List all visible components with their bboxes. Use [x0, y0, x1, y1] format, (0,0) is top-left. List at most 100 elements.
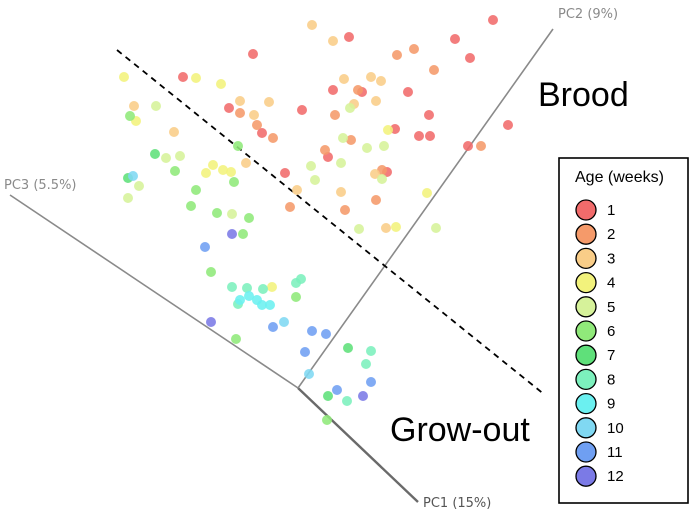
legend-label: 2 — [607, 226, 615, 243]
data-point-age-2 — [235, 108, 245, 118]
data-point-age-3 — [381, 223, 391, 233]
growout-region-label: Grow-out — [390, 411, 530, 449]
data-point-age-3 — [169, 127, 179, 137]
data-point-age-7 — [343, 343, 353, 353]
data-point-age-2 — [340, 205, 350, 215]
data-point-age-5 — [161, 153, 171, 163]
data-point-age-6 — [170, 166, 180, 176]
data-point-age-5 — [306, 161, 316, 171]
data-point-age-3 — [328, 36, 338, 46]
legend-swatch — [575, 271, 597, 294]
data-point-age-1 — [414, 131, 424, 141]
data-point-age-6 — [191, 185, 201, 195]
legend-swatch — [575, 417, 597, 439]
data-point-age-6 — [231, 334, 241, 344]
data-point-age-11 — [332, 385, 342, 395]
data-point-age-12 — [227, 229, 237, 239]
data-point-age-3 — [370, 169, 380, 179]
data-point-age-4 — [422, 188, 432, 198]
data-point-age-4 — [218, 165, 228, 175]
legend-entry: 9 — [575, 392, 615, 415]
data-point-age-5 — [227, 209, 237, 219]
data-point-age-5 — [379, 141, 389, 151]
data-point-age-2 — [409, 44, 419, 54]
data-point-age-1 — [425, 131, 435, 141]
pc1-axis-label: PC1 (15%) — [423, 496, 491, 511]
data-point-age-6 — [238, 229, 248, 239]
data-point-age-6 — [291, 292, 301, 302]
legend-label: 5 — [607, 299, 615, 316]
data-point-age-5 — [431, 223, 441, 233]
legend-label: 4 — [607, 275, 615, 292]
data-point-age-4 — [383, 125, 393, 135]
data-point-age-12 — [358, 391, 368, 401]
data-point-age-11 — [321, 329, 331, 339]
data-point-age-7 — [150, 149, 160, 159]
data-point-age-6 — [186, 201, 196, 211]
data-point-age-1 — [248, 49, 258, 59]
data-point-age-3 — [336, 187, 346, 197]
data-point-age-1 — [424, 110, 434, 120]
data-point-age-6 — [322, 415, 332, 425]
data-point-age-8 — [227, 282, 237, 292]
data-point-age-1 — [328, 85, 338, 95]
legend-label: 11 — [607, 444, 623, 461]
legend-entry: 7 — [575, 344, 615, 366]
data-point-age-11 — [200, 242, 210, 252]
data-point-age-8 — [366, 346, 376, 356]
legend-swatch — [575, 465, 597, 487]
legend-entry: 5 — [575, 296, 615, 318]
data-point-age-2 — [252, 120, 262, 130]
pc2-axis-label: PC2 (9%) — [558, 7, 618, 22]
data-point-age-6 — [125, 111, 135, 121]
data-point-age-2 — [346, 135, 356, 145]
legend-label: 6 — [607, 323, 615, 340]
data-point-age-11 — [307, 326, 317, 336]
data-point-age-3 — [249, 110, 259, 120]
data-point-age-3 — [292, 185, 302, 195]
data-point-age-8 — [296, 274, 306, 284]
legend-swatch — [575, 247, 597, 270]
data-point-age-11 — [300, 347, 310, 357]
legend-swatch — [575, 392, 597, 415]
data-point-age-5 — [336, 158, 346, 168]
data-point-age-4 — [119, 72, 129, 82]
data-point-age-2 — [330, 110, 340, 120]
data-point-age-2 — [371, 195, 381, 205]
data-point-age-2 — [392, 50, 402, 60]
data-point-age-5 — [362, 143, 372, 153]
data-point-age-7 — [323, 391, 333, 401]
data-point-age-3 — [371, 96, 381, 106]
data-point-age-5 — [354, 224, 364, 234]
data-point-age-6 — [212, 208, 222, 218]
data-point-age-12 — [206, 317, 216, 327]
data-point-age-11 — [268, 322, 278, 332]
data-point-age-8 — [342, 396, 352, 406]
data-point-age-8 — [242, 283, 252, 293]
data-point-age-6 — [229, 177, 239, 187]
data-point-age-4 — [191, 73, 201, 83]
data-point-age-1 — [503, 120, 513, 130]
data-point-age-4 — [226, 167, 236, 177]
legend-entry: 6 — [575, 320, 615, 342]
brood-region-label: Brood — [538, 76, 629, 114]
data-point-age-1 — [257, 128, 267, 138]
data-point-age-3 — [241, 158, 251, 168]
data-point-age-2 — [476, 141, 486, 151]
legend-label: 1 — [607, 202, 615, 219]
legend-swatch — [575, 223, 597, 245]
data-point-age-1 — [297, 105, 307, 115]
legend-swatch — [575, 368, 597, 391]
data-point-age-2 — [320, 145, 330, 155]
data-point-age-5 — [310, 175, 320, 185]
pc2-axis-line — [297, 28, 554, 389]
brood-growout-divider — [116, 49, 546, 396]
data-point-age-3 — [264, 97, 274, 107]
axes: PC1 (15%) PC2 (9%) PC3 (5.5%) — [4, 7, 618, 511]
data-point-age-5 — [345, 103, 355, 113]
legend-entry: 2 — [575, 223, 615, 245]
legend-entry: 1 — [575, 199, 615, 221]
legend-swatch — [575, 320, 597, 342]
data-point-age-1 — [224, 103, 234, 113]
